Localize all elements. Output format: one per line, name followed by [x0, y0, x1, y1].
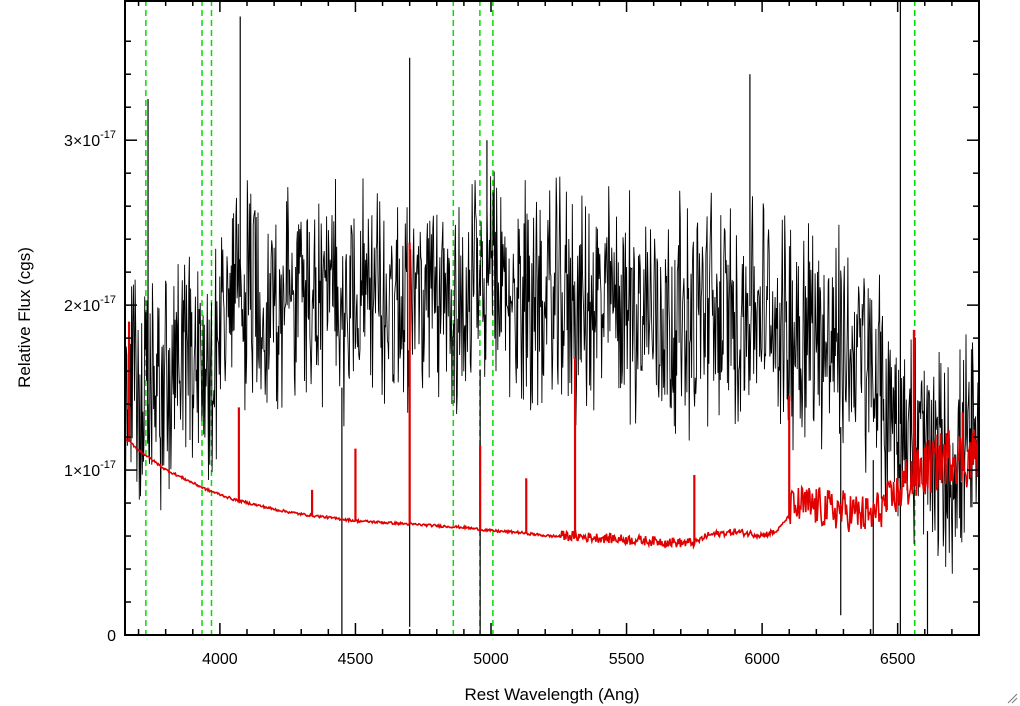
x-tick-label: 5000 [473, 651, 509, 668]
y-tick-label: 2×10-17 [64, 294, 116, 315]
x-axis-ticks: 4000 4500 5000 5500 6000 6500 [137, 0, 980, 668]
x-tick-label: 6000 [744, 651, 780, 668]
x-tick-label: 4000 [202, 651, 238, 668]
plot-frame [124, 0, 980, 636]
emission-line-markers [145, 0, 916, 635]
model-spectrum-series [124, 242, 980, 550]
y-tick-label: 0 [107, 628, 116, 645]
observed-spectrum-line [124, 171, 979, 574]
x-tick-label: 4500 [338, 651, 374, 668]
resize-grip-icon[interactable] [1006, 692, 1018, 704]
x-tick-label: 5500 [609, 651, 645, 668]
x-tick-label: 6500 [880, 651, 916, 668]
model-spectrum-line [124, 423, 980, 550]
observed-spectrum-series [124, 0, 979, 635]
y-tick-label: 3×10-17 [64, 129, 116, 150]
y-axis-label: Relative Flux (cgs) [15, 247, 34, 388]
y-axis-ticks: 0 1×10-17 2×10-17 3×10-17 [64, 40, 979, 645]
x-axis-label: Rest Wavelength (Ang) [464, 685, 639, 704]
y-tick-label: 1×10-17 [64, 459, 116, 480]
